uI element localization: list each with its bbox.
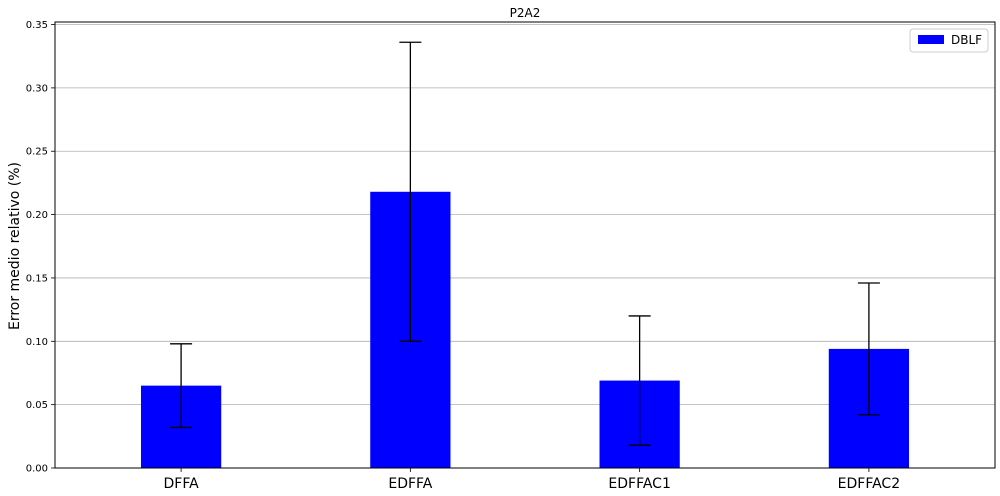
legend-label-dblf: DBLF [951, 33, 982, 47]
y-axis-label: Error medio relativo (%) [7, 162, 23, 330]
x-tick-label: EDFFA [388, 476, 432, 492]
x-tick-label: EDFFAC2 [838, 476, 900, 492]
y-tick-label: 0.25 [26, 147, 48, 158]
x-tick-label: EDFFAC1 [608, 476, 670, 492]
y-tick-label: 0.05 [26, 400, 48, 411]
legend-box [909, 28, 989, 53]
y-tick-label: 0.10 [26, 337, 48, 348]
plot-frame [54, 21, 996, 469]
legend: DBLF [909, 28, 989, 53]
bars [140, 191, 910, 468]
y-tick-label: 0.00 [26, 464, 48, 475]
gridlines [55, 24, 995, 406]
x-axis-ticks: DFFA EDFFA EDFFAC1 EDFFAC2 [164, 468, 900, 492]
chart-title: P2A2 [510, 6, 541, 20]
y-tick-label: 0.35 [26, 20, 48, 31]
legend-swatch-dblf [918, 35, 944, 44]
x-tick-label: DFFA [164, 476, 200, 492]
y-axis-ticks: 0.00 0.05 0.10 0.15 0.20 0.25 0.30 0.35 [26, 20, 55, 475]
error-bars [170, 41, 880, 446]
y-tick-label: 0.30 [26, 83, 48, 94]
y-tick-label: 0.15 [26, 273, 48, 284]
y-tick-label: 0.20 [26, 210, 48, 221]
